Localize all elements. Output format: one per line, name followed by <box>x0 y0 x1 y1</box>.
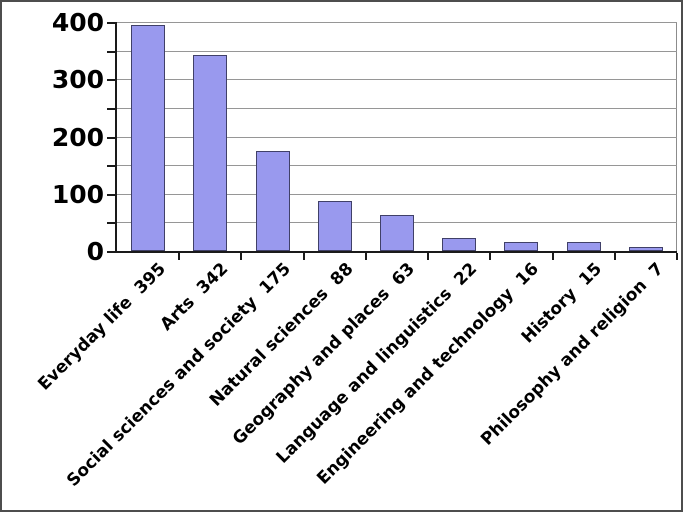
x-tick-3 <box>303 253 305 260</box>
x-axis <box>115 251 677 253</box>
y-axis-label-400: 400 <box>51 8 104 37</box>
bar-philosophy-and-religion <box>629 247 663 251</box>
bar-arts <box>193 55 227 251</box>
bar-history <box>567 242 601 251</box>
x-tick-2 <box>240 253 242 260</box>
bar-engineering-and-technology <box>504 242 538 251</box>
x-tick-6 <box>489 253 491 260</box>
gridline-350 <box>117 51 677 52</box>
y-tick-150 <box>107 165 116 167</box>
bar-language-and-linguistics <box>442 238 476 251</box>
x-tick-5 <box>427 253 429 260</box>
x-tick-4 <box>365 253 367 260</box>
y-axis-label-0: 0 <box>86 237 104 266</box>
y-tick-350 <box>107 51 116 53</box>
y-axis <box>115 22 117 253</box>
y-tick-200 <box>107 137 116 139</box>
y-axis-label-300: 300 <box>51 65 104 94</box>
x-axis-label-everyday-life: Everyday life 395 <box>34 259 171 395</box>
x-tick-9 <box>676 253 678 260</box>
gridline-300 <box>117 79 677 80</box>
x-axis-label-social-sciences-and-society: Social sciences and society 175 <box>63 259 296 491</box>
y-tick-300 <box>107 79 116 81</box>
gridline-250 <box>117 108 677 109</box>
y-axis-label-200: 200 <box>51 123 104 152</box>
gridline-150 <box>117 165 677 166</box>
bar-natural-sciences <box>318 201 352 251</box>
x-tick-7 <box>552 253 554 260</box>
x-axis-label-engineering-and-technology: Engineering and technology 16 <box>313 259 544 489</box>
x-tick-8 <box>614 253 616 260</box>
y-tick-100 <box>107 194 116 196</box>
bar-social-sciences-and-society <box>256 151 290 251</box>
bar-everyday-life <box>131 25 165 251</box>
x-tick-1 <box>178 253 180 260</box>
y-tick-250 <box>107 108 116 110</box>
gridline-100 <box>117 194 677 195</box>
y-tick-400 <box>107 22 116 24</box>
y-tick-50 <box>107 222 116 224</box>
y-tick-0 <box>107 251 116 253</box>
gridline-200 <box>117 137 677 138</box>
gridline-400 <box>117 22 677 23</box>
bar-geography-and-places <box>380 215 414 251</box>
y-axis-label-100: 100 <box>51 180 104 209</box>
